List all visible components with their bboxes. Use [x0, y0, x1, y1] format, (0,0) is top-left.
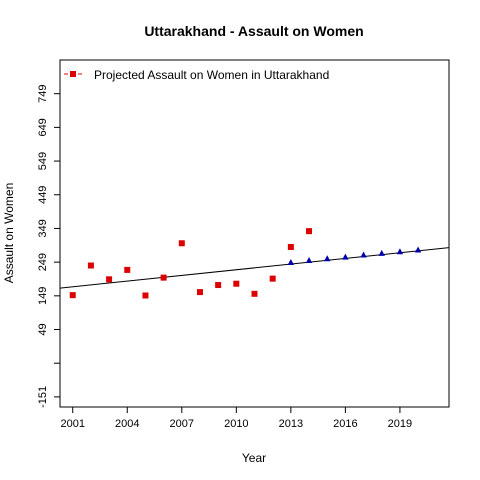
chart-title: Uttarakhand - Assault on Women: [144, 23, 363, 39]
y-tick-label: 749: [37, 85, 49, 103]
x-tick-label: 2004: [115, 418, 139, 430]
actual-point: [269, 275, 276, 282]
actual-point: [106, 276, 113, 283]
projected-point: [396, 248, 404, 255]
projected-point: [324, 255, 331, 262]
x-tick-label: 2016: [333, 418, 357, 430]
trend-line: [59, 247, 450, 289]
actual-point: [142, 292, 149, 299]
legend-entry: Projected Assault on Women in Uttarakhan…: [94, 68, 329, 82]
y-tick-label: 449: [37, 186, 49, 204]
x-tick-label: 2019: [388, 418, 412, 430]
actual-point: [287, 243, 294, 250]
actual-point: [69, 292, 76, 299]
y-axis-label: Assault on Women: [2, 183, 16, 284]
actual-point: [87, 262, 94, 269]
y-tick-label: 349: [37, 219, 49, 237]
x-axis: 2001 2004 2007 2010 2013 2016 2019: [60, 407, 412, 430]
x-tick-label: 2007: [170, 418, 194, 430]
legend: Projected Assault on Women in Uttarakhan…: [64, 68, 329, 82]
y-axis: -151 49 149 249 349 449 549 649 749: [37, 85, 60, 408]
projected-point: [287, 258, 295, 265]
y-tick-label: 149: [37, 287, 49, 305]
y-tick-label: 249: [37, 253, 49, 271]
y-tick-label: 649: [37, 118, 49, 136]
x-tick-label: 2001: [60, 418, 84, 430]
actual-point: [160, 274, 167, 281]
projected-point: [342, 253, 349, 260]
plot-area: [59, 59, 450, 408]
actual-point: [306, 228, 313, 235]
actual-point: [196, 289, 203, 296]
actual-point: [124, 266, 131, 273]
projected-point: [305, 256, 313, 263]
y-tick-label: 549: [37, 152, 49, 170]
projected-point: [414, 246, 422, 253]
x-tick-label: 2013: [279, 418, 303, 430]
projected-point: [360, 251, 367, 258]
actual-point: [178, 240, 185, 247]
projected-point: [378, 249, 385, 256]
legend-marker: [70, 71, 76, 77]
actual-point: [251, 290, 258, 297]
x-tick-label: 2010: [224, 418, 248, 430]
x-axis-label: Year: [242, 451, 266, 465]
actual-point: [215, 282, 222, 289]
y-tick-label: 49: [37, 323, 49, 335]
actual-point: [233, 280, 240, 287]
y-tick-label: -151: [37, 386, 49, 408]
